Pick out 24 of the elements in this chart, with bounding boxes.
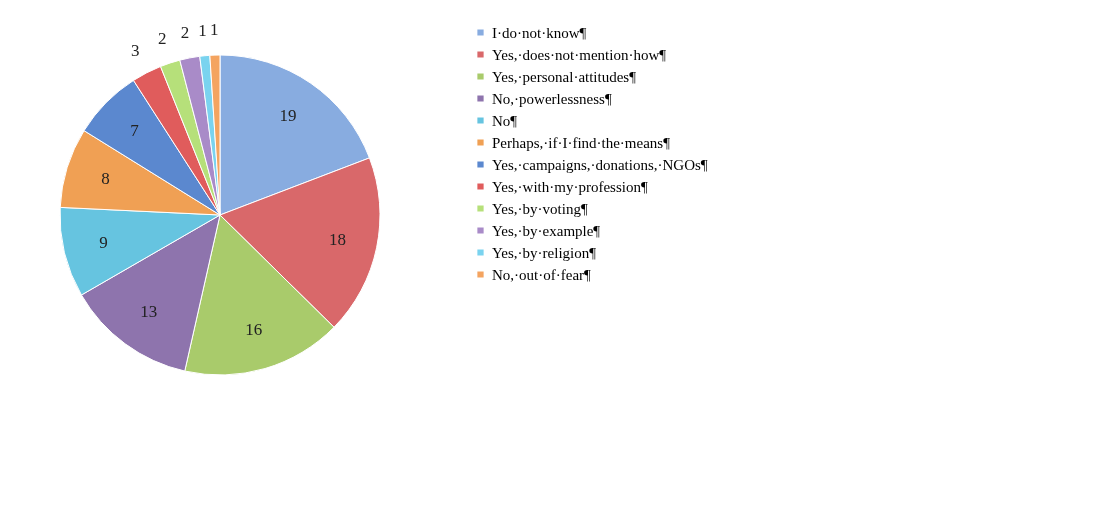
legend-label: Yes,·by·voting¶ xyxy=(492,200,588,217)
data-label: 16 xyxy=(245,320,263,340)
data-label: 7 xyxy=(130,120,140,140)
data-label: 3 xyxy=(130,40,140,60)
data-label: 1 xyxy=(198,20,207,40)
legend-label: Yes,·does·not·mention·how¶ xyxy=(492,46,667,63)
data-label: 18 xyxy=(328,229,346,249)
legend-label: Yes,·by·religion¶ xyxy=(492,244,597,261)
legend-label: No,·powerlessness¶ xyxy=(492,90,612,107)
data-label: 8 xyxy=(101,169,110,189)
legend-label: Yes,·personal·attitudes¶ xyxy=(492,68,637,85)
data-label: 2 xyxy=(180,23,190,43)
legend-label: Yes,·with·my·profession¶ xyxy=(492,178,648,195)
data-label: 19 xyxy=(279,106,297,126)
legend-label: I·do·not·know¶ xyxy=(492,24,587,41)
legend-label: Perhaps,·if·I·find·the·means¶ xyxy=(492,134,671,151)
legend-label: Yes,·by·example¶ xyxy=(492,222,601,239)
legend-label: No,·out·of·fear¶ xyxy=(492,266,592,283)
data-label: 9 xyxy=(99,233,108,253)
data-label: 13 xyxy=(140,301,158,321)
data-label: 2 xyxy=(158,29,167,49)
legend-label: No¶ xyxy=(492,112,518,129)
data-label: 1 xyxy=(209,20,219,40)
legend-label: Yes,·campaigns,·donations,·NGOs¶ xyxy=(492,156,708,173)
